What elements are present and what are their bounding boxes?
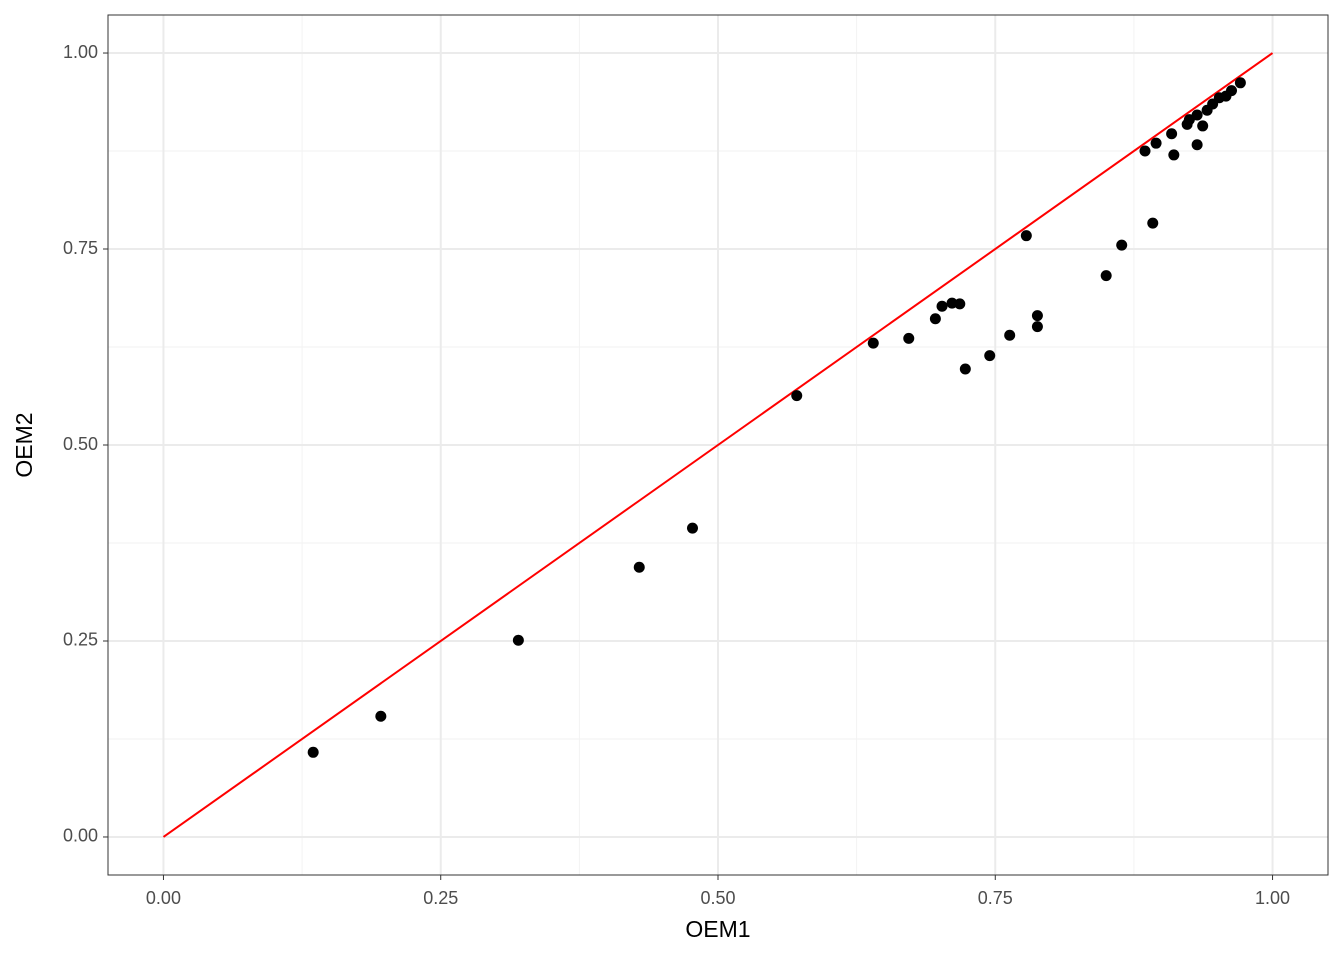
x-tick-label: 1.00 xyxy=(1255,888,1290,908)
x-tick-label: 0.50 xyxy=(700,888,735,908)
point xyxy=(1116,239,1128,251)
point xyxy=(1147,217,1159,229)
y-tick-label: 0.25 xyxy=(63,630,98,650)
point xyxy=(1139,145,1151,157)
panel-border xyxy=(107,14,1329,876)
point xyxy=(1020,230,1032,242)
point xyxy=(1150,137,1162,149)
y-tick-label: 0.50 xyxy=(63,434,98,454)
point xyxy=(903,332,915,344)
x-tick-label: 0.25 xyxy=(423,888,458,908)
point xyxy=(375,710,387,722)
point xyxy=(1226,85,1238,97)
point xyxy=(867,337,879,349)
point xyxy=(633,561,645,573)
point xyxy=(1100,270,1112,282)
point xyxy=(791,390,803,402)
y-tick-label: 0.00 xyxy=(63,826,98,846)
point xyxy=(1191,109,1203,121)
y-tick-label: 1.00 xyxy=(63,42,98,62)
point xyxy=(1004,329,1016,341)
x-axis-title: OEM1 xyxy=(685,916,750,942)
point xyxy=(512,634,524,646)
y-tick-label: 0.75 xyxy=(63,238,98,258)
point xyxy=(686,522,698,534)
x-tick-label: 0.00 xyxy=(146,888,181,908)
point xyxy=(929,313,941,325)
point xyxy=(1191,139,1203,151)
point xyxy=(307,746,319,758)
point xyxy=(1197,120,1209,132)
y-axis-title: OEM2 xyxy=(11,412,37,477)
point xyxy=(1234,77,1246,89)
point xyxy=(1031,310,1043,322)
x-tick-label: 0.75 xyxy=(978,888,1013,908)
reference-line xyxy=(162,52,1274,838)
point xyxy=(936,300,948,312)
point xyxy=(959,363,971,375)
point xyxy=(954,298,966,310)
point xyxy=(1166,128,1178,140)
point xyxy=(1168,149,1180,161)
point xyxy=(1031,321,1043,333)
point xyxy=(984,350,996,362)
